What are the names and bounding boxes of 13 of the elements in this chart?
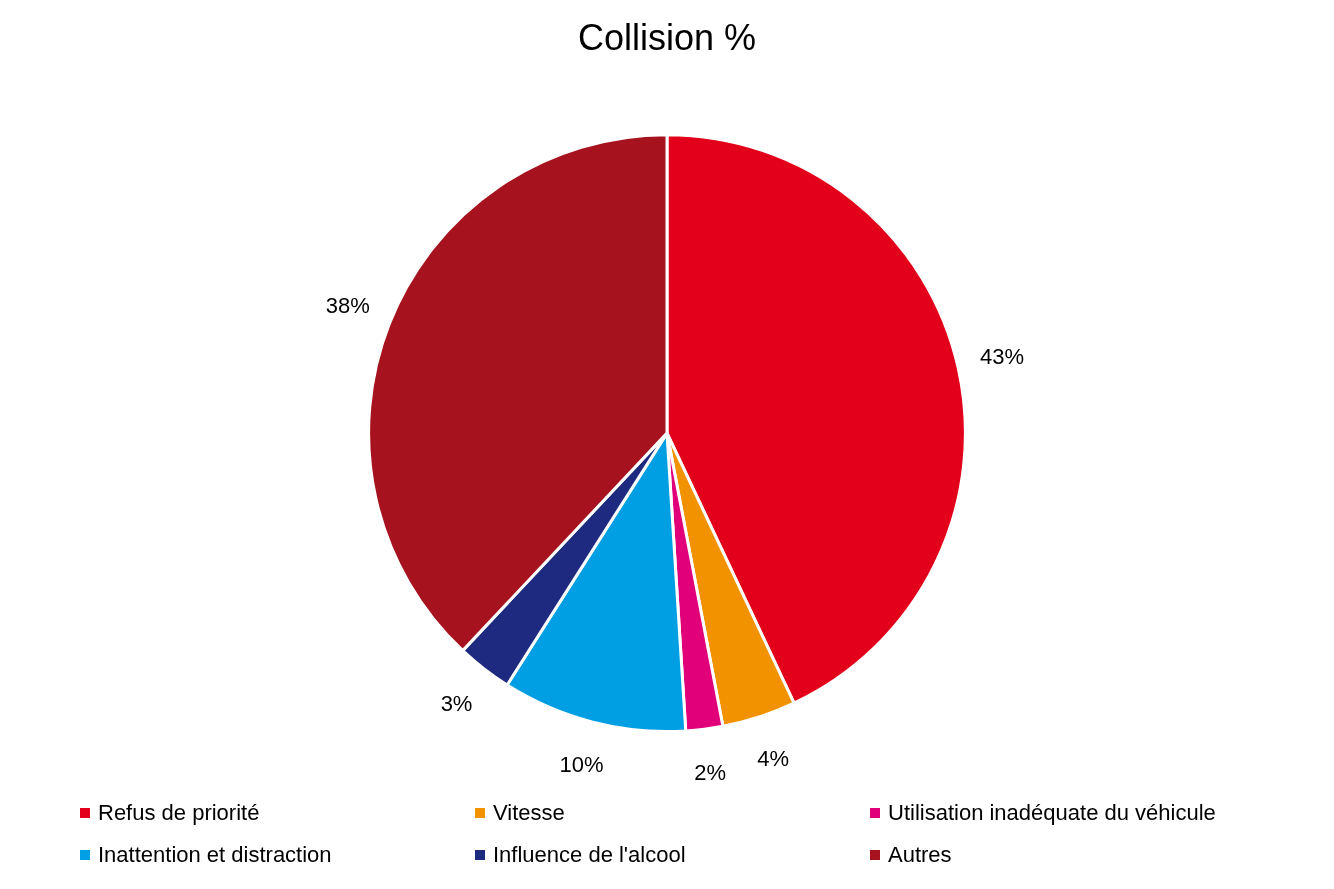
- data-label: 4%: [757, 745, 790, 771]
- data-label: 3%: [440, 690, 473, 716]
- legend-label: Refus de priorité: [98, 800, 260, 826]
- data-label: 2%: [694, 759, 726, 785]
- legend-label: Vitesse: [493, 800, 565, 826]
- data-label: 10%: [559, 751, 604, 777]
- legend-label: Inattention et distraction: [98, 842, 332, 868]
- data-label: 43%: [980, 344, 1025, 370]
- data-label: 38%: [325, 292, 370, 318]
- chart-title: Collision %: [577, 16, 757, 58]
- legend-label: Autres: [888, 842, 952, 868]
- legend-label: Utilisation inadéquate du véhicule: [888, 800, 1216, 826]
- legend-label: Influence de l'alcool: [493, 842, 686, 868]
